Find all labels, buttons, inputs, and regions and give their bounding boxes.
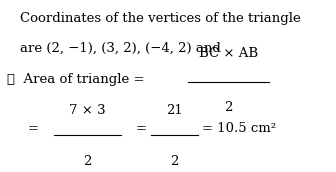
Text: are (2, −1), (3, 2), (−4, 2) and: are (2, −1), (3, 2), (−4, 2) and	[20, 41, 221, 54]
Text: =: =	[28, 122, 39, 135]
Text: 2: 2	[83, 155, 91, 168]
Text: ∴  Area of triangle =: ∴ Area of triangle =	[7, 73, 144, 86]
Text: BC × AB: BC × AB	[199, 47, 258, 60]
Text: 7 × 3: 7 × 3	[69, 104, 106, 117]
Text: 2: 2	[224, 101, 233, 115]
Text: Coordinates of the vertices of the triangle: Coordinates of the vertices of the trian…	[20, 12, 301, 25]
Text: =: =	[136, 122, 146, 135]
Text: = 10.5 cm²: = 10.5 cm²	[202, 122, 276, 135]
Text: 21: 21	[166, 104, 183, 117]
Text: 2: 2	[171, 155, 179, 168]
